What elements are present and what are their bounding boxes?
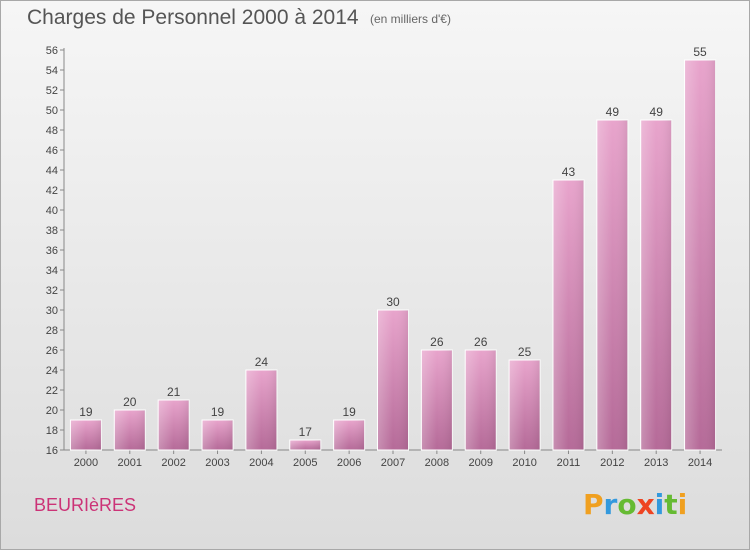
x-tick-label: 2001 (118, 457, 142, 469)
x-tick-label: 2012 (600, 457, 624, 469)
x-tick-label: 2005 (293, 457, 317, 469)
data-label: 20 (123, 395, 137, 409)
bars (69, 59, 717, 451)
bar-shade (289, 440, 321, 450)
y-tick-label: 52 (46, 85, 58, 97)
data-label: 19 (342, 405, 356, 419)
y-tick-label: 34 (46, 265, 58, 277)
bar-shade (421, 350, 453, 450)
logo-letter: t (664, 488, 678, 521)
data-label: 21 (167, 385, 181, 399)
bar-shade (158, 400, 190, 450)
bar-shade (202, 420, 234, 450)
data-label: 43 (562, 165, 576, 179)
x-tick-label: 2008 (425, 457, 449, 469)
y-tick-label: 46 (46, 145, 58, 157)
x-tick-label: 2007 (381, 457, 405, 469)
data-label: 26 (474, 335, 488, 349)
y-tick-label: 36 (46, 245, 58, 257)
bar-shade (377, 310, 409, 450)
bar-shade (552, 180, 584, 450)
y-tick-label: 28 (46, 325, 58, 337)
y-tick-label: 38 (46, 225, 58, 237)
y-tick-label: 54 (46, 65, 58, 77)
bar-shade (333, 420, 365, 450)
y-tick-label: 44 (46, 165, 58, 177)
axes: 16 18 20 22 24 26 28 30 32 34 36 38 40 42 44 46 48 50 52 54… (46, 45, 722, 457)
y-tick-label: 50 (46, 105, 58, 117)
x-tick-label: 2014 (688, 457, 712, 469)
x-tick-label: 2011 (557, 457, 581, 469)
chart-title: Charges de Personnel 2000 à 2014 (27, 6, 359, 29)
bar-shade (640, 120, 672, 450)
bar-shade (245, 370, 277, 450)
logo-letter: P (583, 488, 604, 521)
labels: 2000 19 2001 20 2002 21 2003 19 2004 24 2005 17 2006… (74, 45, 713, 469)
bar-shade (509, 360, 541, 450)
y-tick-label: 22 (46, 385, 58, 397)
x-tick-label: 2010 (512, 457, 536, 469)
data-label: 19 (79, 405, 93, 419)
x-tick-label: 2009 (468, 457, 492, 469)
bar-shade (684, 60, 716, 450)
x-tick-label: 2006 (337, 457, 361, 469)
logo-letter: r (603, 488, 618, 521)
logo-letter: i (677, 488, 688, 521)
x-tick-label: 2000 (74, 457, 98, 469)
y-tick-label: 18 (46, 425, 58, 437)
logo-letter: i (654, 488, 665, 521)
y-tick-label: 16 (46, 445, 58, 457)
bar-shade (70, 420, 102, 450)
y-tick-label: 42 (46, 185, 58, 197)
logo-letter: x (636, 488, 655, 521)
data-label: 49 (650, 105, 664, 119)
y-tick-label: 30 (46, 305, 58, 317)
x-tick-label: 2004 (249, 457, 273, 469)
data-label: 49 (606, 105, 620, 119)
x-tick-label: 2013 (644, 457, 668, 469)
bar-shade (465, 350, 497, 450)
data-label: 30 (386, 295, 400, 309)
data-label: 19 (211, 405, 225, 419)
y-tick-label: 20 (46, 405, 58, 417)
y-tick-label: 56 (46, 45, 58, 57)
y-tick-label: 40 (46, 205, 58, 217)
x-tick-label: 2003 (205, 457, 229, 469)
chart-subtitle: (en milliers d'€) (370, 12, 451, 26)
y-tick-label: 24 (46, 365, 58, 377)
y-tick-label: 26 (46, 345, 58, 357)
bar-shade (596, 120, 628, 450)
x-tick-label: 2002 (161, 457, 185, 469)
data-label: 25 (518, 345, 532, 359)
proxiti-logo: Proxiti (583, 488, 687, 521)
data-label: 55 (693, 45, 707, 59)
logo-letter: o (617, 488, 637, 521)
data-label: 24 (255, 355, 269, 369)
bar-shade (114, 410, 146, 450)
y-tick-label: 48 (46, 125, 58, 137)
y-tick-label: 32 (46, 285, 58, 297)
data-label: 26 (430, 335, 444, 349)
town-name: BEURIèRES (34, 495, 137, 515)
data-label: 17 (299, 425, 313, 439)
